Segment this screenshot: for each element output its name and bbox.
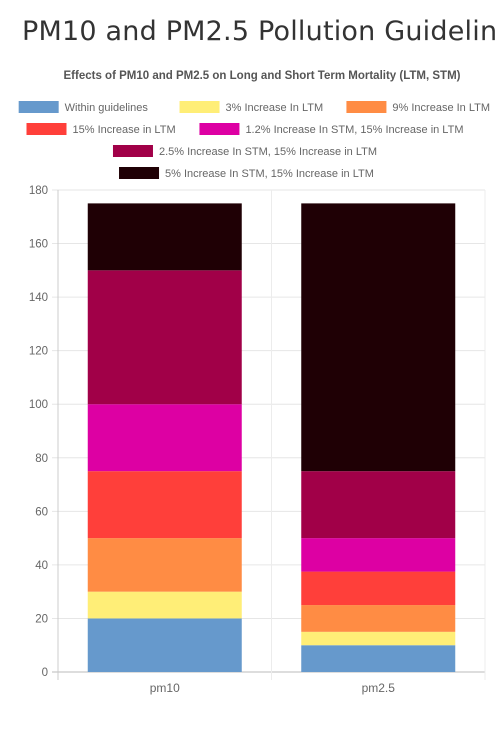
legend-label: 9% Increase In LTM (392, 102, 490, 114)
y-tick-label: 0 (42, 667, 48, 679)
bar-segment[interactable] (87, 404, 242, 472)
legend-label: 15% Increase in LTM (73, 124, 176, 136)
bar-segment[interactable] (301, 605, 456, 632)
legend-label: 2.5% Increase In STM, 15% Increase in LT… (159, 146, 377, 158)
bar-segment[interactable] (87, 270, 242, 405)
y-tick-label: 120 (29, 346, 48, 358)
y-tick-label: 180 (29, 185, 48, 197)
bar-segment[interactable] (87, 471, 242, 539)
legend-item[interactable]: Within guidelines (18, 101, 149, 114)
page-title: PM10 and PM2.5 Pollution Guidelines (22, 16, 496, 47)
x-tick-label: pm2.5 (362, 681, 396, 695)
y-tick-label: 80 (35, 453, 48, 465)
y-tick-label: 140 (29, 292, 48, 304)
bar-segment[interactable] (87, 538, 242, 592)
legend-swatch (179, 101, 220, 113)
legend-item[interactable]: 2.5% Increase In STM, 15% Increase in LT… (112, 145, 377, 158)
legend-swatch (119, 167, 160, 179)
x-axis: pm10 pm2.5 (150, 681, 396, 695)
y-tick-label: 20 (35, 613, 48, 625)
legend-swatch (346, 101, 387, 113)
legend-item[interactable]: 3% Increase In LTM (179, 101, 324, 114)
bar-segment[interactable] (301, 571, 456, 606)
y-tick-label: 40 (35, 560, 48, 572)
legend-item[interactable]: 1.2% Increase In STM, 15% Increase in LT… (199, 123, 464, 136)
legend-label: Within guidelines (65, 102, 149, 114)
legend-label: 3% Increase In LTM (226, 102, 324, 114)
bar-segment[interactable] (301, 203, 456, 472)
bar-segment[interactable] (87, 618, 242, 672)
x-tick-label: pm10 (150, 681, 180, 695)
bars (87, 203, 456, 672)
legend-item[interactable]: 15% Increase in LTM (26, 123, 176, 136)
legend-item[interactable]: 5% Increase In STM, 15% Increase in LTM (119, 167, 374, 180)
legend-swatch (18, 101, 59, 113)
bar-segment[interactable] (301, 631, 456, 646)
bar-segment[interactable] (301, 538, 456, 572)
legend: Within guidelines 3% Increase In LTM 9% In… (18, 101, 490, 180)
bar-segment[interactable] (301, 471, 456, 539)
y-tick-label: 160 (29, 239, 48, 251)
legend-label: 5% Increase In STM, 15% Increase in LTM (165, 168, 374, 180)
legend-swatch (199, 123, 240, 135)
legend-swatch (112, 145, 153, 157)
y-tick-label: 100 (29, 399, 48, 411)
y-tick-label: 60 (35, 506, 48, 518)
bar-segment[interactable] (87, 203, 242, 271)
bar-segment[interactable] (87, 591, 242, 619)
legend-swatch (26, 123, 67, 135)
y-axis: 0 20 40 60 80 100 120 140 160 180 (29, 185, 48, 679)
legend-label: 1.2% Increase In STM, 15% Increase in LT… (245, 124, 463, 136)
legend-item[interactable]: 9% Increase In LTM (346, 101, 490, 114)
bar-segment[interactable] (301, 645, 456, 672)
chart-title: Effects of PM10 and PM2.5 on Long and Sh… (64, 70, 461, 82)
